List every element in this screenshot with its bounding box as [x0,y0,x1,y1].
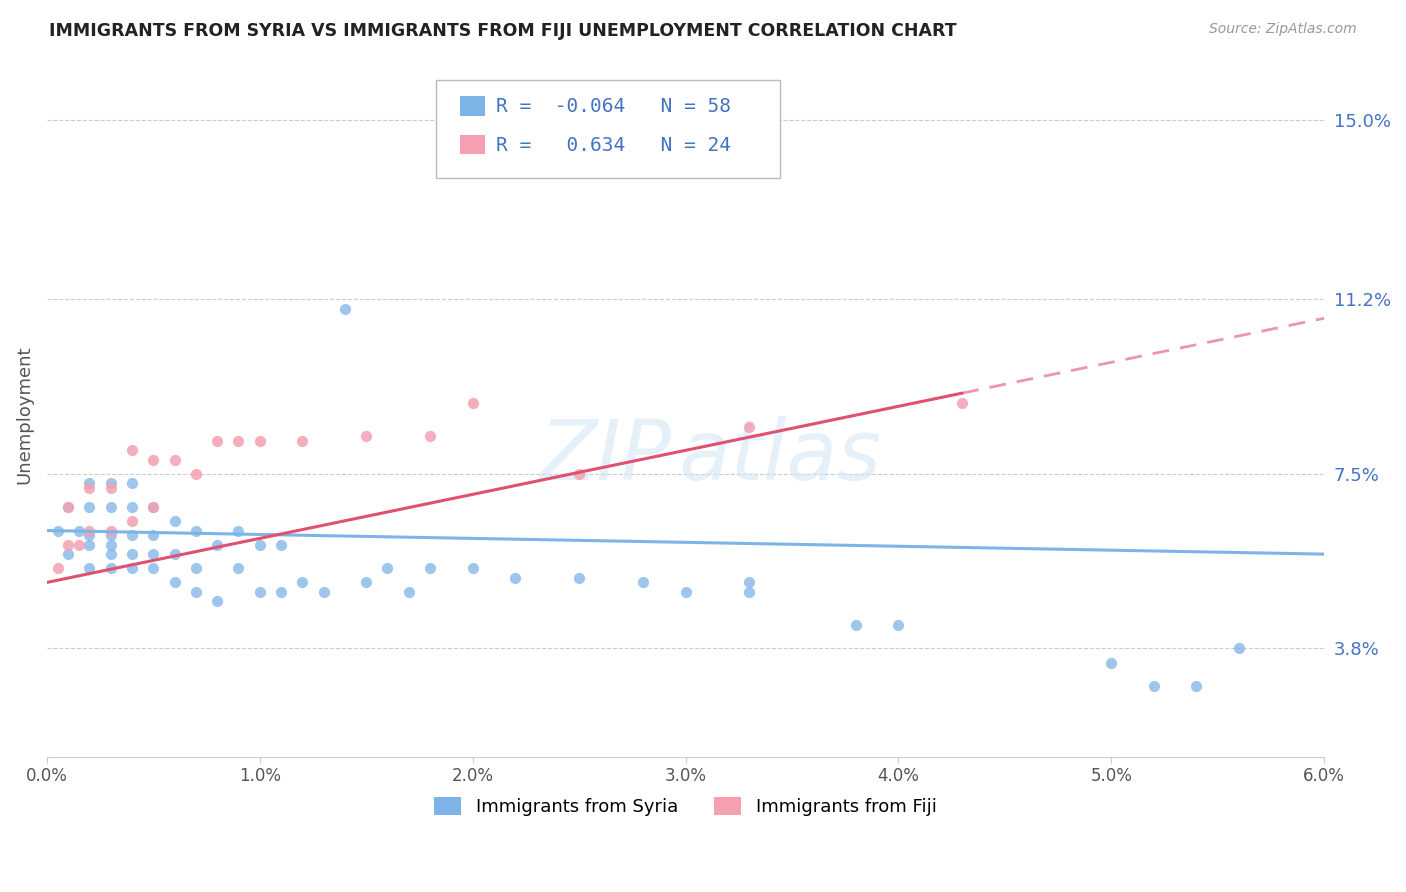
Point [142,500,165,514]
Point [1227,641,1250,656]
Point [142,547,165,561]
Point [142,500,165,514]
Point [249,585,271,599]
Point [163,452,186,467]
Point [121,443,143,458]
Point [184,585,207,599]
Point [163,514,186,528]
Point [56,538,79,552]
Point [312,585,335,599]
Point [56,500,79,514]
Point [100,476,122,491]
Point [419,429,441,443]
Point [46,561,69,575]
Point [79,476,101,491]
Point [205,434,228,448]
Point [79,524,101,538]
Point [56,500,79,514]
Point [950,396,973,410]
Point [228,561,250,575]
Point [249,538,271,552]
Point [100,547,122,561]
Point [354,429,377,443]
Text: R =  -0.064   N = 58: R = -0.064 N = 58 [496,97,731,116]
Point [1099,656,1122,670]
Point [121,514,143,528]
Text: ZIP atlas: ZIP atlas [540,416,882,497]
Point [100,500,122,514]
Point [100,538,122,552]
Text: Source: ZipAtlas.com: Source: ZipAtlas.com [1209,22,1357,37]
Point [100,561,122,575]
Point [121,547,143,561]
Point [100,524,122,538]
Point [738,419,761,434]
Point [228,524,250,538]
Point [184,561,207,575]
Point [461,396,484,410]
Point [568,571,591,585]
Point [79,528,101,542]
Text: IMMIGRANTS FROM SYRIA VS IMMIGRANTS FROM FIJI UNEMPLOYMENT CORRELATION CHART: IMMIGRANTS FROM SYRIA VS IMMIGRANTS FROM… [49,22,957,40]
Point [163,575,186,590]
Point [887,618,910,632]
Point [67,524,90,538]
Point [184,524,207,538]
Point [291,434,314,448]
Point [568,467,591,481]
Legend: Immigrants from Syria, Immigrants from Fiji: Immigrants from Syria, Immigrants from F… [427,789,943,823]
Point [377,561,399,575]
Point [270,585,292,599]
Point [205,594,228,608]
Point [1143,679,1166,693]
Point [461,561,484,575]
Point [79,561,101,575]
Point [354,575,377,590]
Point [46,524,69,538]
Point [142,528,165,542]
Point [398,585,420,599]
Point [270,538,292,552]
Point [79,481,101,495]
Point [100,528,122,542]
Point [121,476,143,491]
Point [79,538,101,552]
Point [419,561,441,575]
Point [249,434,271,448]
Point [163,547,186,561]
Point [205,538,228,552]
Point [56,547,79,561]
Point [67,538,90,552]
Point [121,500,143,514]
Point [1185,679,1208,693]
Point [503,571,526,585]
Point [142,561,165,575]
Point [228,434,250,448]
Point [100,481,122,495]
Point [79,500,101,514]
Point [631,575,654,590]
Point [121,561,143,575]
Point [121,528,143,542]
Point [738,585,761,599]
Text: R =   0.634   N = 24: R = 0.634 N = 24 [496,136,731,154]
Point [291,575,314,590]
Point [845,618,868,632]
Point [675,585,697,599]
Point [738,575,761,590]
Point [142,452,165,467]
Point [184,467,207,481]
Point [333,301,356,316]
Y-axis label: Unemployment: Unemployment [15,346,32,484]
